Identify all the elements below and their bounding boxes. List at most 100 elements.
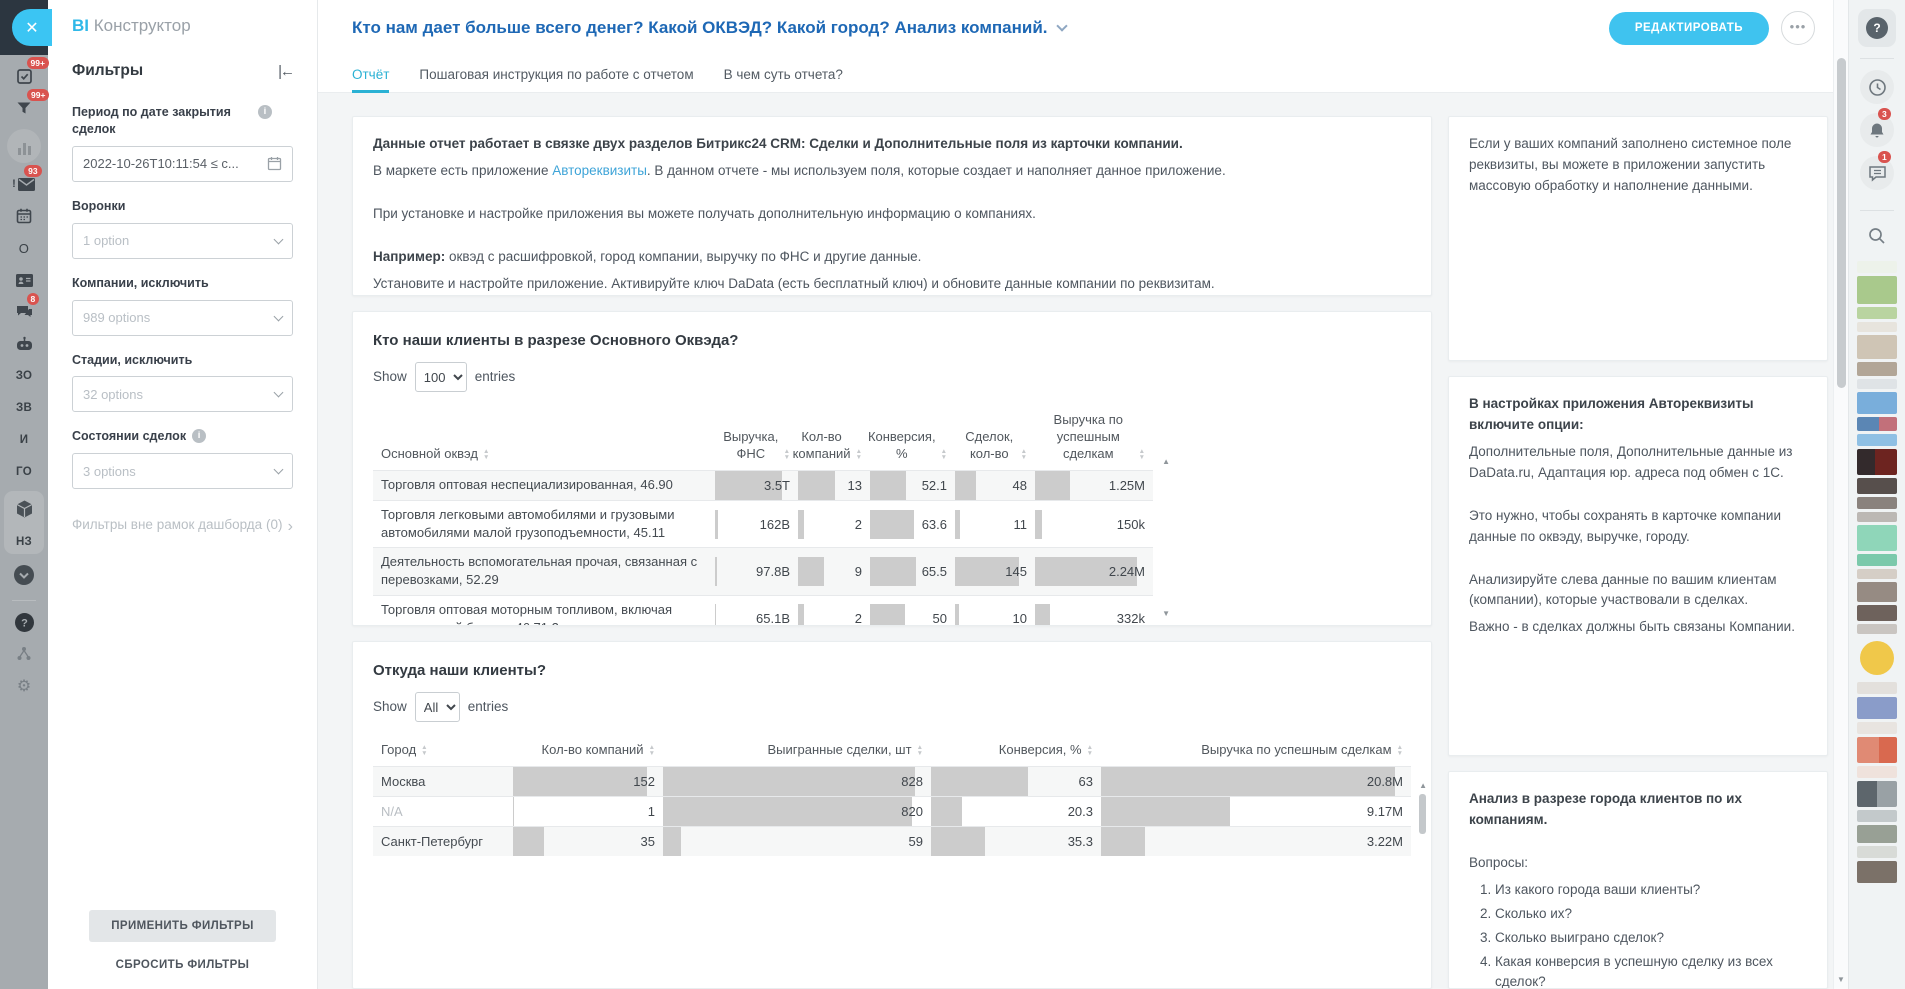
minimap-thumbnail[interactable]: [1857, 261, 1897, 273]
notifications-bell-icon[interactable]: 3: [1860, 108, 1894, 147]
scrollbar-thumb[interactable]: [1837, 58, 1846, 388]
stages-select[interactable]: 32 options: [72, 376, 293, 413]
robot-icon[interactable]: [15, 333, 34, 355]
col-header-city[interactable]: Город ▲ ▼: [381, 742, 428, 758]
minimap-thumbnail[interactable]: [1857, 525, 1897, 551]
history-icon[interactable]: [1860, 70, 1894, 104]
scroll-down-arrow-icon[interactable]: ▼: [1837, 975, 1845, 984]
apply-filters-button[interactable]: ПРИМЕНИТЬ ФИЛЬТРЫ: [89, 910, 276, 942]
minimap-thumbnail[interactable]: [1857, 497, 1897, 509]
col-header-companies[interactable]: Кол-во компаний ▲ ▼: [792, 429, 862, 462]
col-header-won-revenue[interactable]: Выручка по успешным сделкам ▲ ▼: [1201, 742, 1403, 758]
minimap-thumbnail[interactable]: [1857, 554, 1897, 566]
tasks-icon[interactable]: 99+: [15, 57, 49, 87]
tab-report[interactable]: Отчёт: [352, 56, 390, 93]
col-header-companies[interactable]: Кол-во компаний ▲ ▼: [541, 742, 655, 758]
report-title-dropdown[interactable]: Кто нам дает больше всего денег? Какой О…: [352, 18, 1068, 38]
minimap-thumbnail[interactable]: [1857, 512, 1897, 522]
col-header-won-revenue[interactable]: Выручка по успешным сделкам ▲ ▼: [1053, 412, 1145, 462]
minimap-thumbnail[interactable]: [1857, 417, 1897, 431]
minimap-thumbnail[interactable]: [1857, 335, 1897, 359]
table-scroll-up-icon[interactable]: ▲: [1162, 457, 1170, 467]
col-header-won-deals[interactable]: Выигранные сделки, шт ▲ ▼: [767, 742, 924, 758]
minimap-thumbnail[interactable]: [1857, 781, 1897, 807]
states-select[interactable]: 3 options: [72, 453, 293, 490]
col-header-okved[interactable]: Основной оквэд ▲ ▼: [381, 446, 490, 462]
tab-about[interactable]: В чем суть отчета?: [723, 66, 843, 82]
minimap-thumbnail[interactable]: [1857, 766, 1897, 778]
minimap-thumbnail[interactable]: [1857, 682, 1897, 694]
funnel-icon[interactable]: 99+: [15, 89, 50, 119]
info-icon[interactable]: i: [192, 429, 207, 444]
menu-letter-o[interactable]: О: [18, 240, 30, 256]
minimap-thumbnail[interactable]: [1857, 434, 1897, 446]
share-network-icon[interactable]: [15, 643, 33, 665]
minimap-thumbnail[interactable]: [1857, 737, 1897, 763]
bi-charts-icon[interactable]: [7, 129, 41, 163]
avtorekvizity-link[interactable]: Автореквизиты: [552, 162, 647, 178]
contact-card-icon[interactable]: [15, 269, 34, 291]
edit-button[interactable]: РЕДАКТИРОВАТЬ: [1608, 11, 1769, 45]
menu-item-nz[interactable]: НЗ: [15, 536, 33, 548]
minimap-thumbnail[interactable]: [1857, 825, 1897, 843]
okved-page-size-select[interactable]: 100: [414, 362, 467, 393]
minimap-thumbnail[interactable]: [1857, 307, 1897, 319]
minimap-thumbnail[interactable]: [1857, 322, 1897, 332]
questions-list: Из какого города ваши клиенты? Сколько и…: [1469, 880, 1807, 988]
menu-item-go[interactable]: ГО: [16, 466, 32, 478]
okved-section-title: Кто наши клиенты в разрезе Основного Окв…: [373, 332, 739, 349]
rail-top-dark: ✕: [0, 0, 52, 55]
tab-instructions[interactable]: Пошаговая инструкция по работе с отчетом: [419, 66, 694, 82]
companies-select[interactable]: 989 options: [72, 299, 293, 336]
minimap-thumbnail[interactable]: [1857, 722, 1897, 734]
minimap-thumbnail[interactable]: [1857, 810, 1897, 822]
table-scroll-up-icon[interactable]: ▲: [1419, 781, 1427, 791]
minimap-thumbnail[interactable]: [1857, 392, 1897, 414]
settings-gear-icon[interactable]: ⚙: [16, 678, 32, 695]
minimap-thumbnail[interactable]: [1857, 605, 1897, 621]
filters-sidebar: BI Конструктор Фильтры |← Период по дате…: [48, 0, 318, 989]
minimap-thumbnail[interactable]: [1857, 379, 1897, 389]
minimap-thumbnail[interactable]: [1857, 624, 1897, 634]
collapse-panel-icon[interactable]: |←: [278, 62, 295, 80]
funnels-select[interactable]: 1 option: [72, 222, 293, 259]
outer-filters-link[interactable]: Фильтры вне рамок дашборда (0) ›: [72, 515, 293, 539]
col-header-conversion[interactable]: Конверсия, % ▲ ▼: [867, 429, 947, 462]
minimap-thumbnail[interactable]: [1857, 569, 1897, 579]
period-date-input[interactable]: 2022-10-26T10:11:54 ≤ c...: [72, 145, 293, 182]
cube-icon[interactable]: [15, 499, 34, 524]
feedback-chat-icon[interactable]: 1: [1860, 151, 1894, 190]
minimap-thumbnail[interactable]: [1857, 861, 1897, 883]
minimap-thumbnail[interactable]: [1857, 478, 1897, 494]
help-button[interactable]: ?: [1858, 9, 1896, 47]
search-icon[interactable]: [1867, 226, 1887, 251]
col-header-revenue-fns[interactable]: Выручка, ФНС ▲ ▼: [723, 429, 790, 462]
table-scrollbar-thumb[interactable]: [1419, 794, 1426, 835]
chevron-down-circle-icon[interactable]: [13, 564, 35, 586]
chat-icon[interactable]: 8: [15, 293, 40, 323]
info-icon[interactable]: i: [258, 105, 272, 119]
close-slider-button[interactable]: ✕: [12, 9, 52, 46]
marketplace-yellow-badge[interactable]: [1860, 641, 1894, 675]
table-row: Торговля оптовая моторным топливом, вклю…: [373, 594, 1153, 625]
calendar-icon[interactable]: [15, 205, 33, 227]
stages-filter-label: Стадии, исключить: [72, 352, 193, 367]
minimap-thumbnail[interactable]: [1857, 276, 1897, 304]
col-header-conversion[interactable]: Конверсия, % ▲ ▼: [998, 742, 1093, 758]
city-page-size-select[interactable]: All: [414, 692, 460, 723]
menu-item-zo[interactable]: ЗО: [15, 370, 33, 382]
more-options-button[interactable]: •••: [1781, 11, 1815, 45]
page-scrollbar[interactable]: ▼: [1833, 0, 1848, 989]
reset-filters-button[interactable]: СБРОСИТЬ ФИЛЬТРЫ: [115, 959, 250, 971]
minimap-thumbnail[interactable]: [1857, 449, 1897, 475]
menu-item-i[interactable]: И: [19, 434, 29, 446]
menu-item-zv[interactable]: ЗВ: [15, 402, 33, 414]
minimap-thumbnail[interactable]: [1857, 846, 1897, 858]
col-header-deals[interactable]: Сделок, кол-во ▲ ▼: [965, 429, 1027, 462]
help-circle-icon[interactable]: ?: [14, 611, 35, 633]
minimap-thumbnail[interactable]: [1857, 362, 1897, 376]
mail-icon[interactable]: ! 93: [12, 165, 42, 195]
minimap-thumbnail[interactable]: [1857, 697, 1897, 719]
minimap-thumbnail[interactable]: [1857, 582, 1897, 602]
table-scroll-down-icon[interactable]: ▼: [1162, 609, 1170, 619]
